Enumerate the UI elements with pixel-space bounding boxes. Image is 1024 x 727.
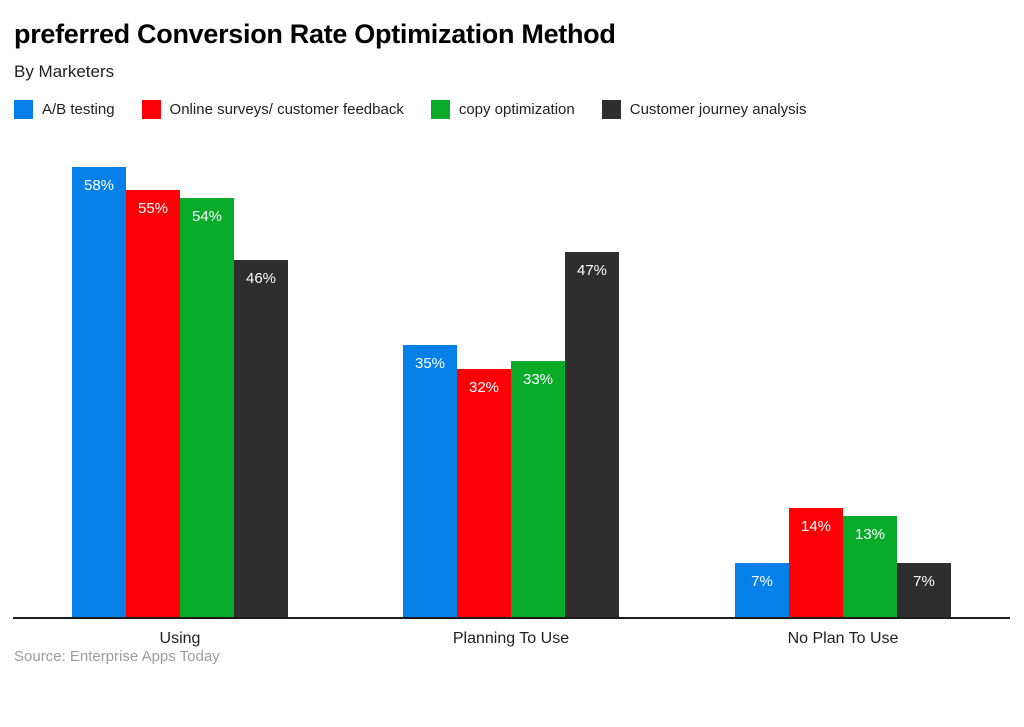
bar-value-label: 7% (751, 573, 773, 590)
legend: A/B testing Online surveys/ customer feed… (14, 99, 1010, 119)
x-axis-label: No Plan To Use (787, 630, 899, 647)
legend-swatch-icon (141, 99, 161, 119)
x-axis-label: Using (159, 630, 201, 647)
bar[interactable]: 58% (72, 167, 126, 617)
plot-area: 58% 55% 54% 46% Using 35% 32% 33% 47% Planning To… (0, 139, 1024, 647)
legend-label: Online surveys/ customer feedback (169, 100, 404, 118)
bar-value-label: 7% (913, 573, 935, 590)
bar[interactable]: 13% (843, 516, 897, 617)
bar[interactable]: 46% (234, 260, 288, 617)
bar-value-label: 32% (468, 379, 500, 396)
bar-value-label: 55% (137, 200, 169, 217)
bar[interactable]: 33% (511, 361, 565, 617)
bar-value-label: 47% (576, 262, 608, 279)
bar-value-label: 14% (800, 518, 832, 535)
chart-subtitle: By Marketers (14, 62, 115, 81)
legend-item[interactable]: Online surveys/ customer feedback (141, 99, 404, 119)
x-axis-label: Planning To Use (452, 630, 570, 647)
x-axis-line (13, 617, 1010, 619)
bar[interactable]: 7% (735, 563, 789, 617)
legend-swatch-icon (601, 99, 621, 119)
bar-value-label: 35% (414, 355, 446, 372)
legend-label: Customer journey analysis (629, 100, 807, 118)
bar-value-label: 46% (245, 270, 277, 287)
bar[interactable]: 35% (403, 345, 457, 617)
legend-item[interactable]: copy optimization (430, 99, 575, 119)
bar[interactable]: 47% (565, 252, 619, 617)
bar-value-label: 33% (522, 371, 554, 388)
bar-group: 35% 32% 33% 47% Planning To Use (403, 139, 619, 647)
bar-value-label: 13% (854, 526, 886, 543)
bar[interactable]: 7% (897, 563, 951, 617)
bar[interactable]: 55% (126, 190, 180, 617)
legend-swatch-icon (14, 99, 33, 119)
bar[interactable]: 14% (789, 508, 843, 617)
bar-group: 7% 14% 13% 7% No Plan To Use (735, 139, 951, 647)
bar-value-label: 58% (83, 177, 115, 194)
page-title: preferred Conversion Rate Optimization M… (14, 19, 616, 49)
legend-swatch-icon (430, 99, 450, 119)
bar[interactable]: 54% (180, 198, 234, 617)
bar[interactable]: 32% (457, 369, 511, 617)
source-caption: Source: Enterprise Apps Today (14, 648, 220, 665)
legend-item[interactable]: Customer journey analysis (601, 99, 807, 119)
legend-label: copy optimization (458, 100, 575, 118)
bar-value-label: 54% (191, 208, 223, 225)
chart-container: preferred Conversion Rate Optimization M… (0, 19, 1024, 665)
bar-group: 58% 55% 54% 46% Using (72, 139, 288, 647)
legend-label: A/B testing (42, 100, 115, 118)
legend-item[interactable]: A/B testing (14, 99, 115, 119)
